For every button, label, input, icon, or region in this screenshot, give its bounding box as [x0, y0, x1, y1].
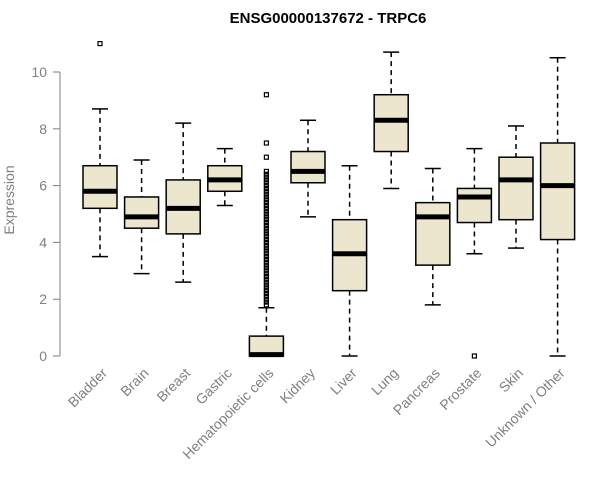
outlier-point [263, 205, 269, 211]
outlier-point [263, 273, 269, 280]
outlier-point [263, 231, 269, 237]
outlier-point [263, 228, 269, 234]
chart-title: ENSG00000137672 - TRPC6 [230, 10, 427, 27]
outlier-point [263, 197, 269, 203]
y-axis-title: Expression [1, 165, 17, 234]
x-tick-label: Brain [117, 365, 151, 399]
y-tick-label: 8 [39, 121, 47, 137]
y-tick-label: 10 [31, 64, 47, 80]
outlier-point [263, 140, 269, 146]
outlier-point [263, 254, 269, 260]
outlier-point [263, 256, 269, 263]
outlier-point [263, 183, 269, 189]
outlier-point [263, 174, 269, 180]
outlier-point [97, 40, 103, 47]
outlier-point [263, 276, 269, 282]
outlier-point [263, 234, 269, 240]
box-group [539, 57, 576, 357]
box-iqr [415, 201, 451, 266]
box-group [248, 92, 285, 358]
outlier-point [263, 188, 269, 194]
box-iqr [539, 142, 576, 241]
outlier-point [263, 279, 269, 285]
outlier-point [263, 200, 269, 206]
outlier-point [263, 236, 269, 243]
outlier-point [263, 290, 269, 297]
box-group [456, 147, 493, 359]
y-tick-label: 4 [39, 234, 47, 250]
x-tick-label: Kidney [277, 365, 319, 407]
outlier-point [263, 299, 269, 305]
outlier-point [263, 194, 269, 200]
x-tick-label: Lung [368, 365, 401, 398]
x-tick-label: Unknown / Other [482, 365, 568, 451]
x-tick-label: Prostate [436, 365, 484, 413]
outlier-point [263, 202, 269, 209]
box-group [123, 159, 160, 275]
outlier-point [263, 245, 269, 251]
x-tick-label: Liver [327, 365, 360, 398]
boxes [82, 40, 576, 359]
outlier-point [263, 268, 269, 274]
outlier-point [263, 219, 269, 226]
outlier-point [263, 217, 269, 223]
outlier-point [263, 92, 269, 98]
outlier-point [263, 177, 269, 183]
outlier-point [263, 262, 269, 268]
outlier-point [263, 293, 269, 299]
outlier-point [263, 296, 269, 302]
outlier-point [263, 271, 269, 277]
outlier-point [471, 353, 477, 359]
outlier-point [263, 214, 269, 220]
x-tick-label: Breast [153, 365, 193, 405]
box-iqr [498, 156, 534, 221]
outlier-point [263, 154, 269, 160]
x-tick-label: Skin [496, 365, 527, 396]
outlier-point [263, 242, 269, 248]
outlier-point [263, 180, 269, 186]
box-iqr [82, 164, 118, 210]
outlier-point [263, 211, 269, 217]
box-group [415, 167, 451, 306]
box-group [290, 119, 326, 218]
outlier-point [263, 285, 269, 291]
outlier-point [263, 168, 269, 174]
outlier-point [263, 239, 269, 245]
outlier-point [263, 282, 269, 288]
box-group [165, 122, 201, 283]
outlier-point [263, 225, 269, 231]
box-iqr [456, 187, 493, 224]
y-tick-label: 6 [39, 178, 47, 194]
box-group [82, 40, 118, 258]
y-tick-label: 2 [39, 291, 47, 307]
y-tick-label: 0 [39, 348, 47, 364]
box-group [207, 147, 243, 207]
outlier-point [263, 222, 269, 228]
outlier-point [263, 288, 269, 294]
box-group [498, 125, 534, 249]
box-iqr [373, 93, 409, 153]
outlier-point [263, 191, 269, 197]
box-iqr [290, 150, 326, 184]
outlier-point [263, 302, 269, 308]
axes: 0 2 4 6 8 10 [31, 64, 61, 364]
box-iqr [123, 196, 160, 229]
outlier-point [263, 251, 269, 257]
outlier-point [263, 208, 269, 214]
outlier-point [263, 171, 269, 177]
outlier-point [263, 265, 269, 271]
box-group [331, 164, 368, 357]
outlier-point [263, 259, 269, 265]
outlier-point [263, 185, 269, 192]
x-tick-label: Bladder [65, 365, 111, 411]
outlier-point [263, 248, 269, 254]
box-group [373, 51, 409, 190]
